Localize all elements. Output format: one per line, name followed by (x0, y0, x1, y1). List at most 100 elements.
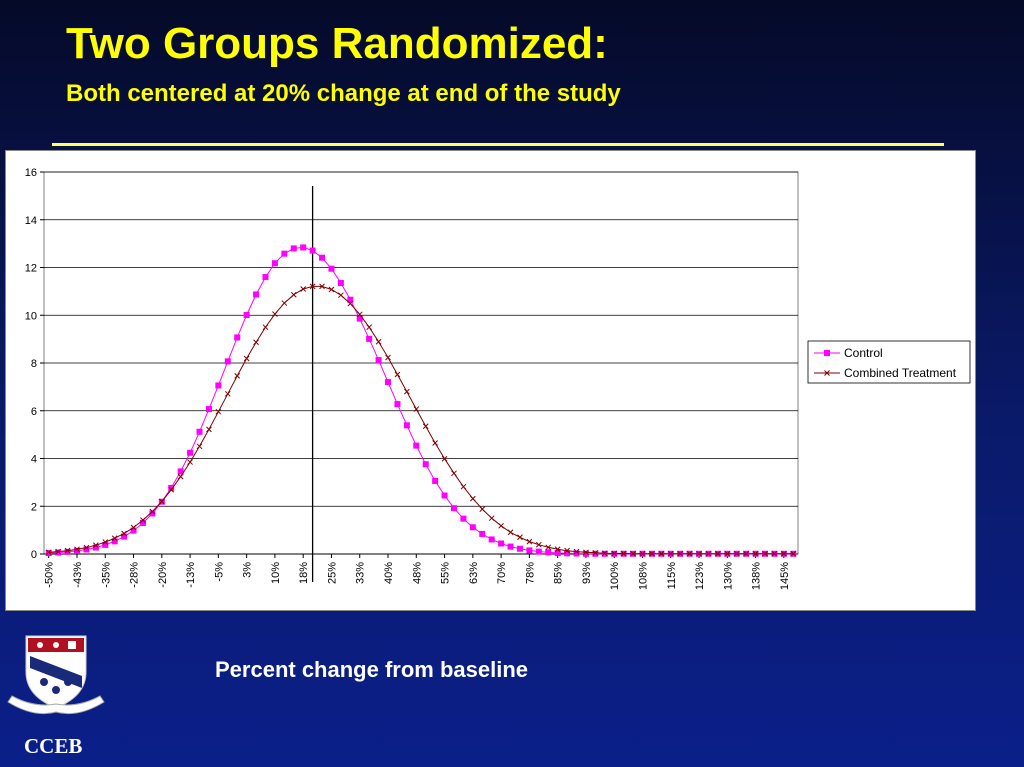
combined-treatment-point (649, 550, 655, 557)
control-point (253, 291, 260, 298)
control-point (187, 449, 194, 456)
combined-treatment-point (781, 550, 787, 557)
combined-treatment-point (187, 459, 193, 465)
control-point (130, 527, 137, 534)
y-tick-label: 14 (25, 215, 37, 227)
control-point (347, 296, 354, 303)
control-point (102, 541, 109, 548)
control-point (375, 357, 382, 364)
combined-treatment-point (158, 498, 165, 505)
x-tick-label: 78% (524, 562, 536, 584)
combined-treatment-point (639, 550, 646, 557)
control-point (554, 550, 561, 557)
control-point (366, 335, 373, 342)
legend-marker-x (824, 370, 830, 376)
x-tick-label: 55% (440, 562, 452, 584)
combined-treatment-point (507, 529, 514, 536)
combined-treatment-point (281, 300, 288, 306)
combined-treatment-point (338, 292, 344, 299)
combined-treatment-point (366, 324, 373, 331)
combined-treatment-point (686, 550, 693, 557)
control-point (300, 244, 307, 251)
x-tick-label: 108% (637, 562, 649, 590)
control-point (432, 477, 439, 484)
control-point (290, 245, 297, 252)
control-point (177, 468, 184, 475)
combined-treatment-point (554, 546, 561, 553)
combined-treatment-point (677, 550, 684, 557)
chart-panel: 0 2 4 6 8 10 12 14 16 -50% -43% -35% -28% -20% -13% -5%… (5, 150, 976, 611)
control-point (460, 515, 467, 522)
x-tick-label: 18% (298, 562, 310, 584)
control-point (526, 547, 533, 554)
combined-treatment-point (375, 338, 382, 345)
combined-treatment-point (102, 539, 109, 545)
control-point (92, 544, 99, 551)
control-point (592, 550, 599, 557)
combined-treatment-point (111, 535, 118, 542)
control-point (262, 274, 269, 281)
control-point (507, 543, 514, 550)
combined-treatment-point (611, 550, 618, 557)
combined-treatment-point (356, 311, 363, 318)
control-point (243, 312, 250, 319)
control-point (328, 265, 335, 272)
control-point (64, 548, 71, 555)
x-tick-label: 93% (581, 562, 593, 584)
control-point (205, 406, 212, 413)
control-point (45, 550, 52, 557)
combined-treatment-point (83, 544, 90, 551)
x-tick-label: 10% (270, 562, 282, 584)
combined-treatment-point (460, 483, 467, 490)
combined-treatment-point (140, 517, 146, 523)
y-tick-label: 0 (31, 549, 37, 561)
combined-treatment-point (253, 339, 259, 346)
control-point (139, 519, 146, 526)
combined-treatment-point (752, 550, 759, 557)
combined-treatment-point (413, 406, 420, 412)
combined-treatment-point (92, 542, 99, 549)
control-point (271, 260, 278, 267)
combined-treatment-point (620, 550, 627, 557)
control-point (83, 546, 90, 553)
combined-treatment-point (479, 506, 486, 512)
combined-treatment-point (451, 470, 457, 477)
combined-treatment-point (300, 286, 307, 292)
control-point (281, 250, 288, 257)
control-point (111, 538, 118, 545)
combined-treatment-point (272, 311, 278, 317)
control-point (479, 530, 486, 537)
x-axis-title: Percent change from baseline (215, 657, 528, 682)
x-tick-label: 100% (609, 562, 621, 590)
combined-treatment-point (498, 522, 504, 529)
control-point (441, 492, 448, 499)
x-tick-label: 25% (326, 562, 338, 584)
control-point (309, 247, 316, 254)
y-tick-label: 8 (31, 358, 37, 370)
control-point (403, 422, 410, 429)
combined-treatment-point (74, 546, 80, 553)
y-tick-label: 6 (31, 406, 37, 418)
x-tick-label: -35% (100, 562, 112, 588)
combined-treatment-point (658, 550, 665, 557)
control-point (564, 550, 571, 557)
x-tick-label: -43% (72, 562, 84, 588)
combined-treatment-point (177, 473, 184, 480)
control-point (121, 533, 128, 540)
x-tick-label: 123% (694, 562, 706, 590)
combined-treatment-point (526, 538, 533, 545)
combined-treatment-point (319, 283, 325, 290)
combined-treatment-point (149, 508, 156, 515)
x-tick-label: 48% (411, 562, 423, 584)
control-point (582, 550, 589, 557)
x-tick-label: 3% (242, 562, 254, 578)
combined-treatment-point (762, 550, 768, 557)
combined-treatment-point (564, 547, 570, 554)
x-tick-label: 70% (496, 562, 508, 584)
combined-treatment-point (394, 371, 401, 378)
control-point (168, 484, 175, 491)
x-tick-label: -50% (44, 562, 56, 588)
combined-treatment-point (488, 515, 495, 522)
control-point (196, 428, 203, 435)
control-point (224, 358, 231, 365)
